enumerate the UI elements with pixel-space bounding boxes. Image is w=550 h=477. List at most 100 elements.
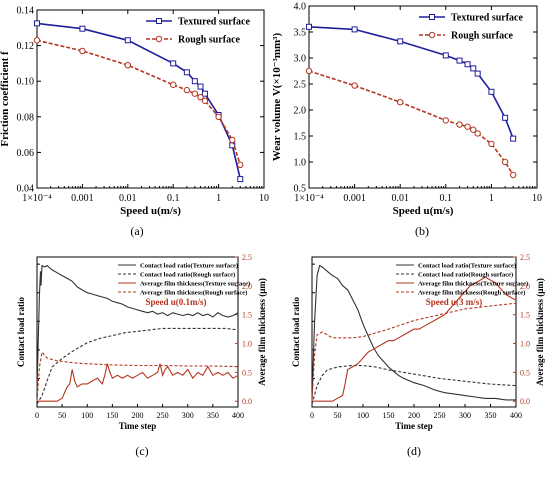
series-line <box>312 276 517 402</box>
x-tick-label: 0.01 <box>119 193 137 204</box>
y-tick-label: 1.0 <box>294 158 307 169</box>
y-axis-label-right: Average film thickness (μm) <box>257 278 267 386</box>
x-tick-label: 400 <box>510 411 522 420</box>
legend-label: Textured surface <box>451 13 524 24</box>
legend-label: Contact load ratio(Rough surface) <box>418 272 513 279</box>
x-tick-label: 0.001 <box>343 193 366 204</box>
x-tick-label: 1 <box>216 193 221 204</box>
panel-label: (d) <box>407 444 421 458</box>
y-axis-label: Contact load ratio <box>16 297 26 367</box>
x-tick-label: 400 <box>232 411 244 420</box>
data-point <box>237 161 244 169</box>
y-tick-label: 0.10 <box>17 77 35 88</box>
data-point <box>183 86 191 94</box>
panel-label: (c) <box>135 444 148 458</box>
legend-marker <box>428 31 436 39</box>
data-point <box>470 126 477 133</box>
plot-frame <box>308 5 538 189</box>
legend-label: Average film thickness(Texture surface) <box>140 281 250 288</box>
y-tick-label-right: 1.0 <box>242 340 252 349</box>
y-axis-label: Friction coefficient f <box>0 51 11 147</box>
x-tick-label: 50 <box>334 411 342 420</box>
y-tick-label-right: 1.0 <box>520 340 530 349</box>
data-point <box>34 20 40 27</box>
data-point <box>197 83 204 90</box>
y-tick-label: 0.14 <box>17 6 35 17</box>
legend-marker <box>156 18 162 24</box>
data-point <box>501 158 509 166</box>
series-line <box>308 70 514 176</box>
x-tick-label: 250 <box>157 411 169 420</box>
series-line <box>36 350 239 402</box>
data-point <box>488 140 495 148</box>
legend-label: Rough surface <box>178 35 241 46</box>
data-point <box>510 135 517 142</box>
data-point <box>502 114 509 121</box>
data-point <box>305 67 313 75</box>
y-tick-label: 2.5 <box>294 80 307 91</box>
y-axis-label: Contact load ratio <box>291 297 301 367</box>
data-point <box>351 26 358 33</box>
data-point <box>124 61 132 69</box>
data-point <box>191 78 198 85</box>
y-tick-label: 0.12 <box>17 41 35 52</box>
data-point <box>170 81 177 88</box>
data-point <box>464 123 471 130</box>
y-tick-label: 0.06 <box>17 148 35 159</box>
data-point <box>191 90 199 97</box>
data-point <box>474 130 481 137</box>
panel-label: (b) <box>415 224 429 238</box>
legend-label: Average film thickness(Texture surface) <box>418 281 528 288</box>
series-line <box>311 365 517 405</box>
x-tick-label: 100 <box>357 411 369 420</box>
y-tick-label-right: 0.5 <box>520 368 530 377</box>
legend-label: Contact load ratio(Rough surface) <box>140 272 235 279</box>
legend-marker <box>155 35 163 43</box>
chart-d: 0 50 100 150 200 250 300 350 400 0.0 0.5 1.0 1.5 2.0 2… <box>291 253 545 458</box>
x-tick-label: 1×10⁻⁴ <box>294 193 324 204</box>
y-tick-label-right: 0.5 <box>242 368 252 377</box>
data-point <box>201 90 208 97</box>
x-tick-label: 300 <box>459 411 471 420</box>
data-point <box>442 117 449 124</box>
legend-label: Average film thickness(Rough surface) <box>418 290 525 297</box>
x-tick-label: 1 <box>489 193 494 204</box>
data-point <box>474 70 481 77</box>
y-tick-label: 0.08 <box>17 112 35 123</box>
y-tick-label: 1.5 <box>294 132 307 143</box>
data-point <box>170 60 177 67</box>
y-tick-label-right: 2.0 <box>242 282 252 291</box>
x-tick-label: 350 <box>207 411 219 420</box>
x-tick-label: 0 <box>310 411 314 420</box>
x-axis-label: Speed u(m/s) <box>393 205 454 217</box>
y-axis-label: Wear volume V(×10⁻³mm³) <box>271 33 283 162</box>
series-line <box>36 264 239 393</box>
data-point <box>397 99 404 106</box>
data-point <box>237 176 244 183</box>
x-tick-label: 300 <box>182 411 194 420</box>
speed-annotation: Speed u(0.1m/s) <box>145 297 206 307</box>
speed-annotation: Speed u(3 m/s) <box>426 297 483 307</box>
x-tick-label: 10 <box>259 193 269 204</box>
y-tick-label: 3.5 <box>294 28 307 39</box>
panel-label: (a) <box>130 224 143 238</box>
x-tick-label: 0.1 <box>167 193 180 204</box>
y-tick-label: 3.0 <box>294 54 307 65</box>
data-point <box>79 25 86 32</box>
plot-frame <box>311 256 517 408</box>
plot-frame <box>36 9 265 189</box>
x-tick-label: 10 <box>532 193 542 204</box>
x-tick-label: 0.1 <box>440 193 453 204</box>
chart-b: 1×10⁻⁴ 0.001 0.01 0.1 1 10 0.5 1.0 1.5 2.0 2.5 3.0 3… <box>271 2 542 239</box>
legend-label: Rough surface <box>451 31 514 42</box>
y-tick-label: 0.5 <box>294 184 307 195</box>
chart-c: 0 50 100 150 200 250 300 350 400 0.0 0.5 1.0 1.5 2.0 2… <box>16 253 267 458</box>
y-tick-label-right: 1.5 <box>520 311 530 320</box>
series-line <box>36 39 242 166</box>
y-tick-label-right: 2.5 <box>520 253 530 262</box>
data-point <box>456 121 463 128</box>
y-tick-label: 2.0 <box>294 106 307 117</box>
data-point <box>197 94 204 101</box>
data-point <box>397 38 404 45</box>
legend-label: Textured surface <box>178 17 251 28</box>
